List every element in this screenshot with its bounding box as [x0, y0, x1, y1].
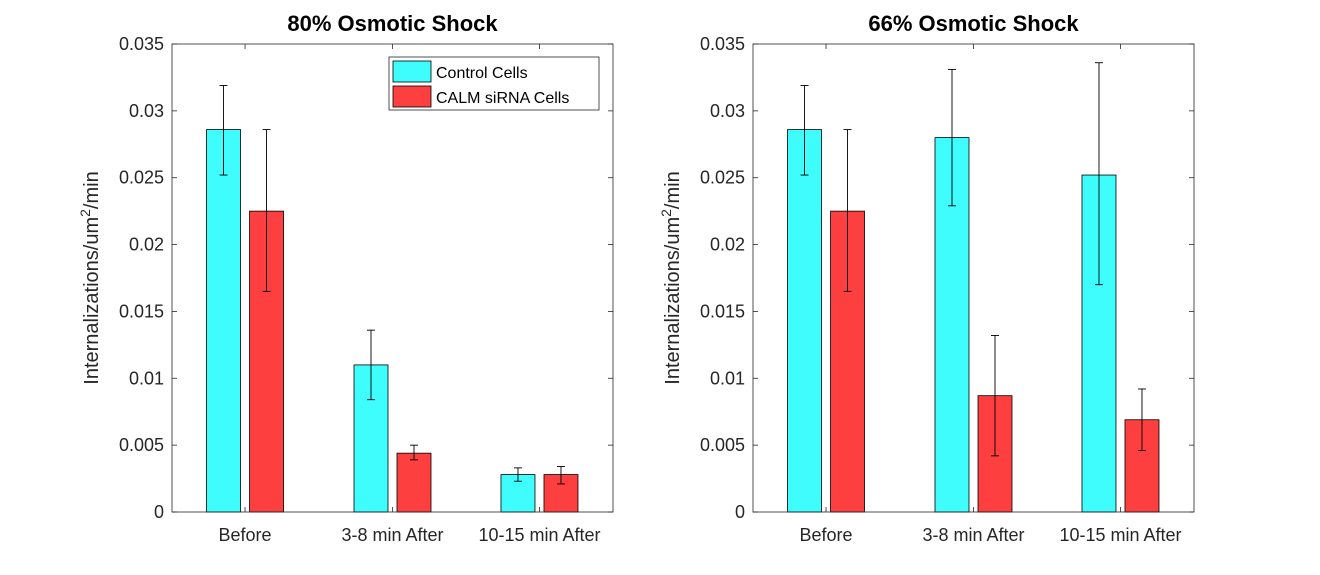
y-axis-label-suffix: /min	[81, 171, 103, 209]
y-tick-label: 0.025	[700, 168, 745, 188]
plot-area	[753, 44, 1194, 512]
y-tick-label: 0.005	[700, 435, 745, 455]
y-tick-label: 0.035	[119, 34, 164, 54]
y-tick-label: 0.01	[129, 368, 164, 388]
chart-title: 66% Osmotic Shock	[868, 11, 1079, 36]
y-axis-label-main: Internalizations/um	[662, 217, 684, 385]
x-tick-label: Before	[800, 525, 853, 545]
y-tick-label: 0.02	[710, 235, 745, 255]
legend-swatch-control	[392, 60, 432, 83]
chart-66-percent: 0 0.005 0.01 0.015 0.02 0.025 0.03 0.035 Before 3…	[658, 11, 1195, 545]
y-axis-label-superscript: 2	[77, 209, 93, 217]
legend-swatch-calm	[392, 85, 432, 108]
plot-area	[172, 44, 613, 512]
x-tick-label: 10-15 min After	[478, 525, 600, 545]
y-tick-label: 0	[735, 502, 745, 522]
chart-80-percent: 0 0.005 0.01 0.015 0.02 0.025 0.03 0.035 Before 3…	[77, 11, 614, 545]
y-tick-label: 0	[154, 502, 164, 522]
y-tick-label: 0.015	[119, 301, 164, 321]
y-tick-label: 0.015	[700, 301, 745, 321]
legend: Control Cells CALM siRNA Cells	[388, 56, 600, 111]
legend-label-control: Control Cells	[436, 65, 528, 82]
y-axis-label: Internalizations/um2/min	[77, 171, 103, 384]
y-axis-label-superscript: 2	[658, 209, 674, 217]
y-tick-label: 0.025	[119, 168, 164, 188]
y-tick-label: 0.02	[129, 235, 164, 255]
x-tick-label: 3-8 min After	[922, 525, 1024, 545]
y-axis-label-suffix: /min	[662, 171, 684, 209]
legend-label-calm: CALM siRNA Cells	[436, 90, 569, 107]
x-tick-label: 10-15 min After	[1059, 525, 1181, 545]
y-axis-label-main: Internalizations/um	[81, 217, 103, 385]
chart-title: 80% Osmotic Shock	[287, 11, 498, 36]
bar-control-0	[787, 129, 822, 513]
bar-control-0	[206, 129, 241, 513]
bar-calm-1	[396, 452, 432, 513]
y-tick-label: 0.005	[119, 435, 164, 455]
x-tick-label: 3-8 min After	[341, 525, 443, 545]
y-tick-label: 0.03	[710, 101, 745, 121]
x-tick-label: Before	[219, 525, 272, 545]
y-axis-label: Internalizations/um2/min	[658, 171, 684, 384]
y-tick-label: 0.035	[700, 34, 745, 54]
y-tick-label: 0.01	[710, 368, 745, 388]
y-tick-label: 0.03	[129, 101, 164, 121]
